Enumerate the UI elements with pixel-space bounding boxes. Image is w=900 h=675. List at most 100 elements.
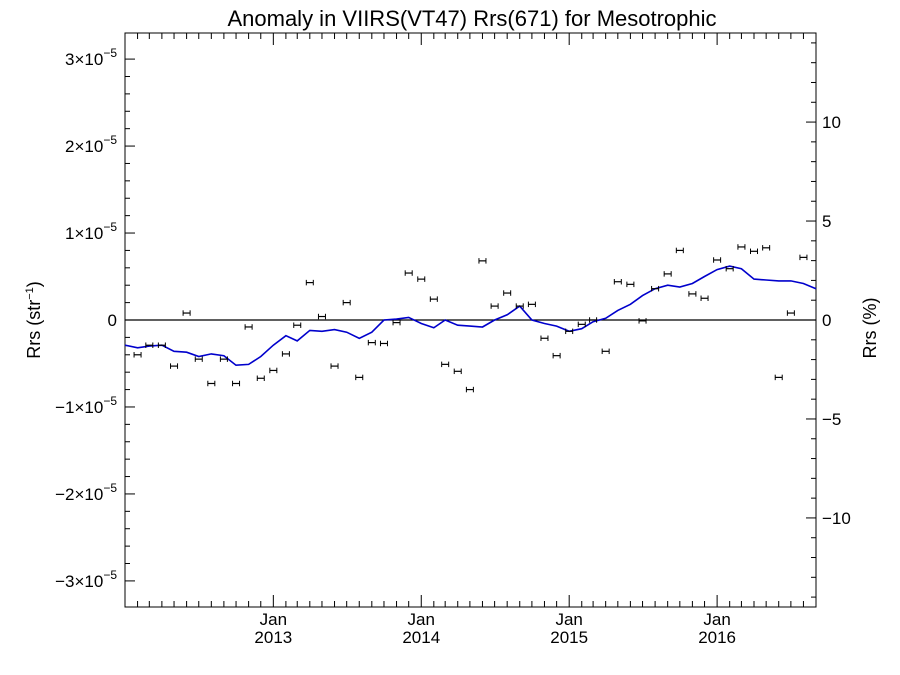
- data-point: [429, 296, 438, 302]
- y-right-tick-label: −5: [822, 410, 841, 429]
- data-point: [404, 270, 413, 276]
- data-point: [342, 299, 351, 306]
- data-point: [589, 317, 598, 323]
- data-point: [490, 303, 499, 309]
- data-point: [577, 321, 586, 328]
- tick-exponent: −5: [103, 46, 117, 60]
- data-point: [651, 285, 660, 292]
- y-left-tick-label: 3×10−5: [65, 46, 117, 69]
- y-axis-left-label: Rrs (str−1): [24, 281, 44, 359]
- y-axis-left-label-close: ): [24, 281, 44, 287]
- data-point: [552, 352, 561, 359]
- data-point: [194, 356, 203, 362]
- x-tick-year-label: 2016: [698, 628, 736, 647]
- data-point: [613, 278, 622, 285]
- y-right-tick-label: 5: [822, 212, 831, 231]
- tick-base: ×10: [74, 50, 103, 69]
- data-point: [786, 310, 795, 316]
- x-tick-month-label: Jan: [703, 610, 730, 629]
- series-line-group: [124, 265, 817, 367]
- data-point: [379, 340, 388, 347]
- tick-exponent: −5: [103, 133, 117, 147]
- data-point: [478, 258, 487, 264]
- data-point: [219, 356, 228, 362]
- y-left-tick-label: −1×10−5: [55, 394, 117, 417]
- tick-mantissa: −2: [55, 485, 74, 504]
- data-point: [417, 276, 426, 282]
- tick-base: ×10: [74, 485, 103, 504]
- y-right-tick-label: −10: [822, 509, 851, 528]
- data-point: [799, 254, 808, 261]
- data-point: [638, 318, 647, 324]
- data-point: [441, 361, 450, 368]
- data-point: [355, 374, 364, 381]
- data-point: [305, 279, 314, 286]
- data-point: [392, 319, 401, 326]
- series-errorbar-group: [133, 244, 808, 393]
- y-left-tick-label: 1×10−5: [65, 220, 117, 243]
- y-left-tick-label: 0: [108, 311, 117, 330]
- y-axis-left-ticks: 3×10−52×10−51×10−50−1×10−5−2×10−5−3×10−5: [55, 46, 135, 591]
- data-point: [700, 295, 709, 301]
- tick-exponent: −5: [103, 220, 117, 234]
- y-axis-right-ticks: 10 5 0 −5 −10: [806, 42, 851, 598]
- data-point: [281, 351, 290, 357]
- tick-exponent: −5: [103, 394, 117, 408]
- data-point: [465, 386, 474, 393]
- tick-exponent: −5: [103, 568, 117, 582]
- x-tick-month-label: Jan: [555, 610, 582, 629]
- data-point: [157, 342, 166, 348]
- data-point: [725, 265, 734, 272]
- x-tick-year-label: 2014: [402, 628, 440, 647]
- data-point: [737, 244, 746, 250]
- data-point: [749, 248, 758, 255]
- data-point: [675, 247, 684, 254]
- data-point: [453, 368, 462, 375]
- y-right-tick-label: 0: [822, 311, 831, 330]
- data-point: [688, 291, 697, 297]
- tick-base: ×10: [74, 572, 103, 591]
- data-point: [515, 303, 524, 309]
- data-point: [256, 375, 265, 382]
- data-point: [565, 328, 574, 335]
- data-point: [133, 352, 142, 358]
- data-point: [170, 363, 179, 369]
- y-axis-left-label-text: Rrs (str: [24, 300, 44, 359]
- chart-title: Anomaly in VIIRS(VT47) Rrs(671) for Meso…: [227, 6, 716, 31]
- data-point: [762, 245, 771, 251]
- data-point: [244, 324, 253, 330]
- data-point: [713, 257, 722, 263]
- data-point: [330, 363, 339, 369]
- tick-mantissa: 3: [65, 50, 74, 69]
- data-point: [601, 348, 610, 355]
- y-left-tick-label: −2×10−5: [55, 481, 117, 504]
- y-axis-right-label: Rrs (%): [860, 298, 880, 359]
- tick-mantissa: 2: [65, 137, 74, 156]
- tick-mantissa: −1: [55, 398, 74, 417]
- tick-base: ×10: [74, 224, 103, 243]
- tick-mantissa: 0: [108, 311, 117, 330]
- data-point: [182, 310, 191, 316]
- data-point: [232, 380, 241, 387]
- y-left-tick-label: 2×10−5: [65, 133, 117, 156]
- data-point: [207, 380, 216, 387]
- data-point: [774, 374, 783, 381]
- x-tick-year-label: 2013: [254, 628, 292, 647]
- data-point: [626, 281, 635, 288]
- data-point: [527, 301, 536, 308]
- data-point: [269, 367, 278, 374]
- data-point: [663, 271, 672, 277]
- tick-mantissa: 1: [65, 224, 74, 243]
- data-point: [367, 339, 376, 346]
- x-tick-month-label: Jan: [260, 610, 287, 629]
- tick-mantissa: −3: [55, 572, 74, 591]
- x-tick-year-label: 2015: [550, 628, 588, 647]
- tick-exponent: −5: [103, 481, 117, 495]
- x-tick-month-label: Jan: [408, 610, 435, 629]
- y-axis-left-label-exponent: −1: [24, 287, 36, 300]
- y-left-tick-label: −3×10−5: [55, 568, 117, 591]
- blue-trend-line: [124, 265, 817, 367]
- data-point: [317, 313, 326, 320]
- data-point: [293, 322, 302, 328]
